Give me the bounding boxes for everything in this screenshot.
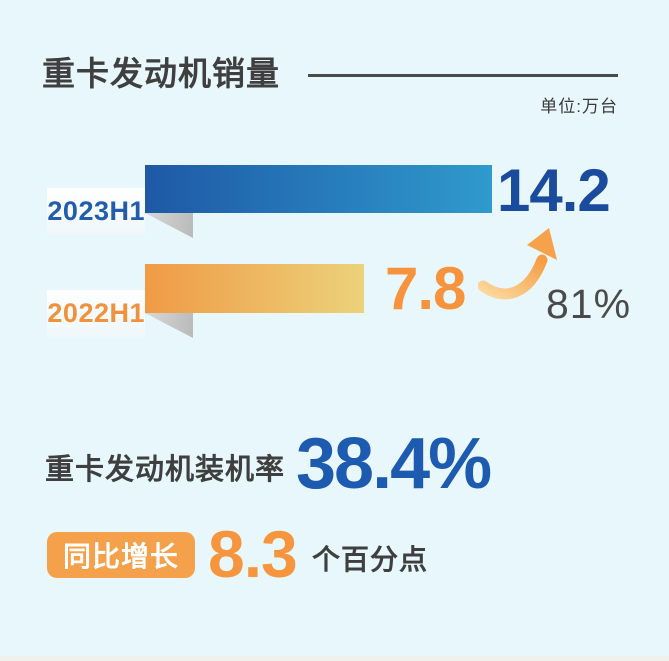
bar-category-label: 2023H1: [47, 196, 145, 226]
unit-label: 单位:万台: [540, 97, 618, 116]
bar-category-label: 2022H1: [47, 298, 145, 328]
ribbon-fold-icon: [145, 313, 193, 338]
yoy-value: 8.3: [208, 517, 298, 591]
bar-fill: [145, 264, 364, 313]
install-rate-label: 重卡发动机装机率: [45, 454, 286, 486]
bar-value: 14.2: [497, 157, 611, 224]
yoy-badge: 同比增长: [47, 532, 195, 578]
growth-arrow-icon: [478, 228, 557, 300]
yoy-unit-label: 个百分点: [312, 544, 429, 575]
title-rule: [308, 74, 618, 77]
bar-value: 7.8: [385, 255, 466, 322]
bar-fill: [145, 165, 492, 213]
growth-percentage: 81%: [546, 281, 632, 327]
bottom-edge-strip: [0, 656, 669, 661]
ribbon-fold-icon: [145, 213, 193, 238]
bar-category-plate: 2023H1: [47, 188, 145, 235]
chart-title: 重卡发动机销量: [42, 55, 280, 92]
install-rate-value: 38.4%: [296, 424, 492, 504]
yoy-badge-label: 同比增长: [62, 541, 179, 572]
bar-category-plate: 2022H1: [47, 290, 145, 337]
